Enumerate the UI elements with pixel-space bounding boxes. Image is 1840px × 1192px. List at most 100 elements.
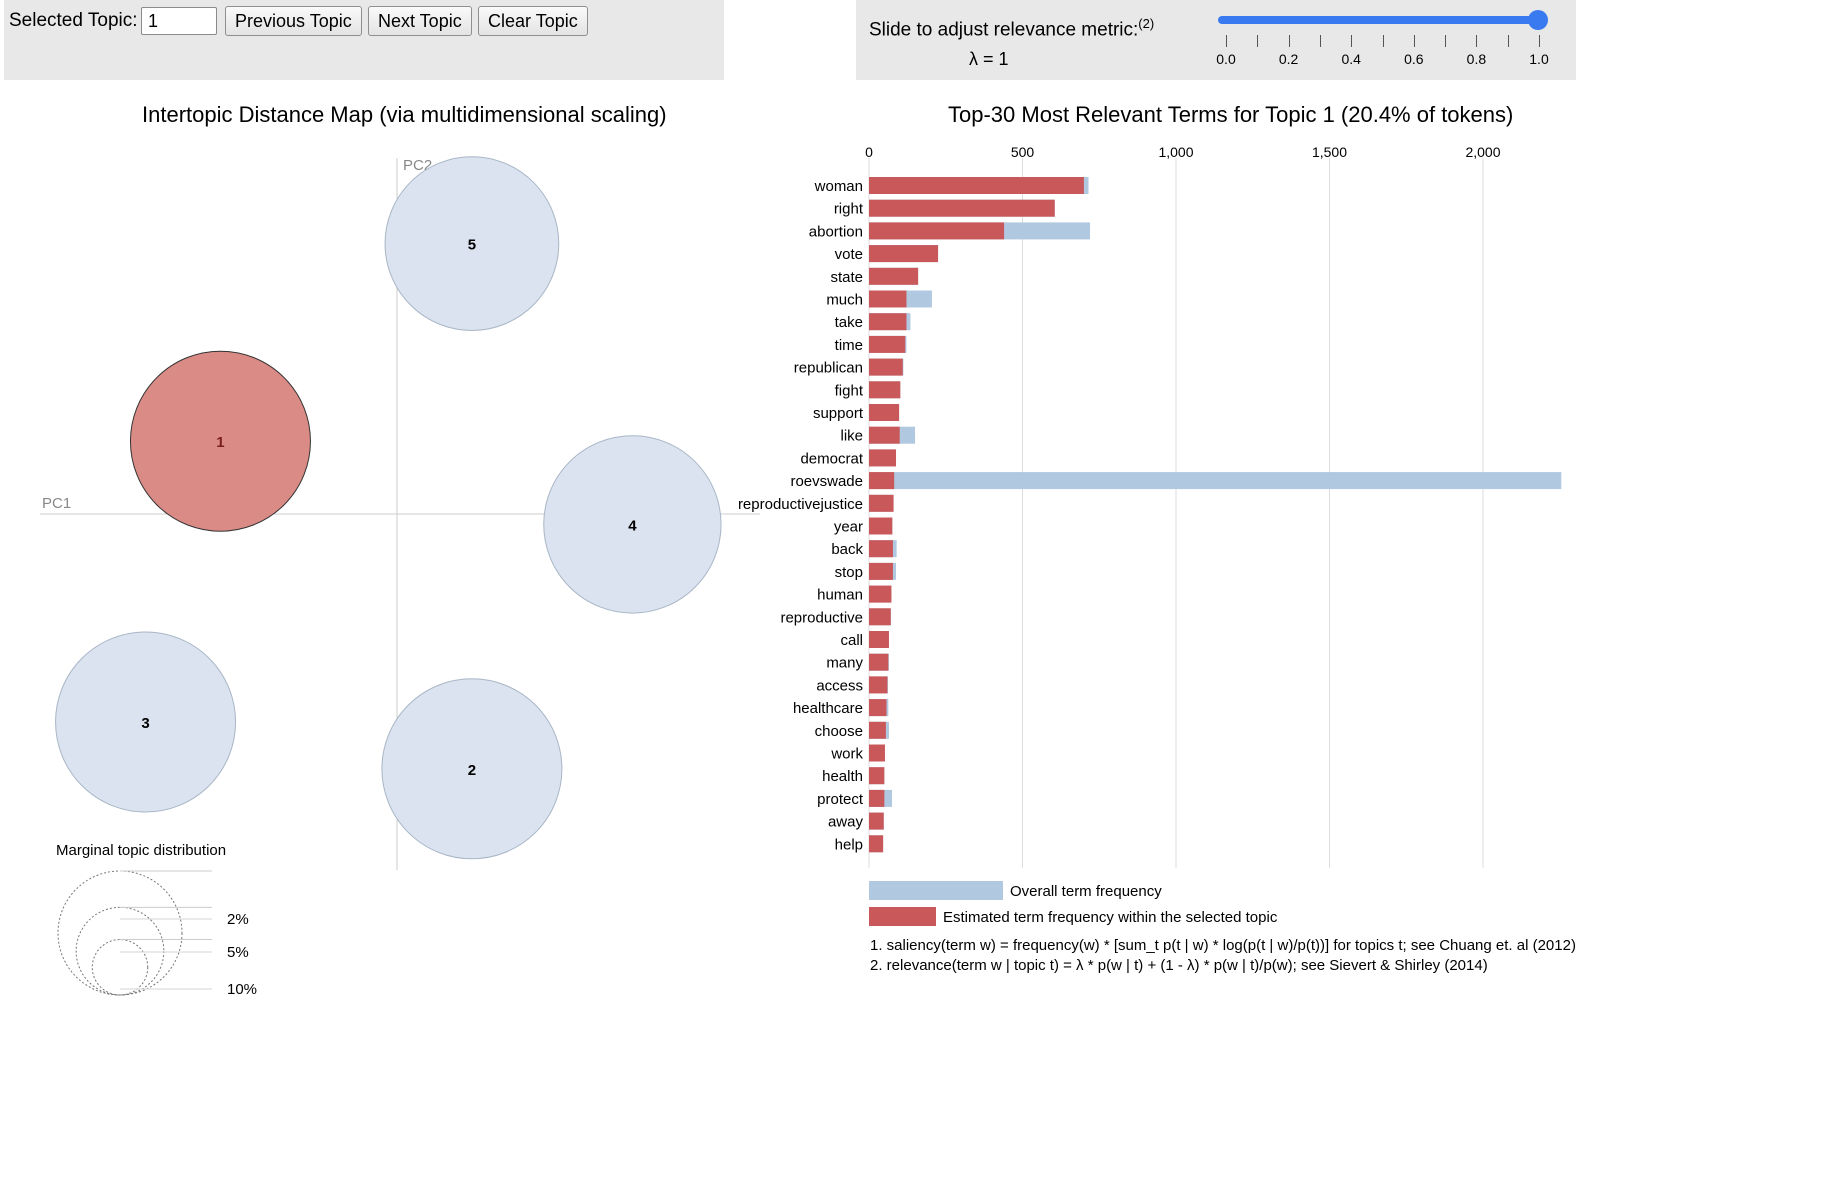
intertopic-map-title: Intertopic Distance Map (via multidimens…: [142, 102, 667, 127]
slider-tick: [1351, 35, 1353, 47]
slider-tick: [1226, 35, 1227, 47]
topic-bar-health: [869, 767, 885, 785]
term-label-many: many: [826, 655, 863, 672]
topic-bar-help: [869, 835, 884, 853]
topic-bubble-label-1: 1: [216, 434, 224, 451]
term-label-reproductive: reproductive: [780, 609, 863, 626]
topic-bubble-3: [55, 631, 237, 813]
slider-tick: [1476, 35, 1478, 47]
term-label-state: state: [830, 269, 863, 286]
topic-bar-human: [869, 585, 892, 603]
topic-bar-like: [869, 426, 900, 444]
topic-bubble-4: [543, 435, 722, 614]
term-label-healthcare: healthcare: [793, 700, 863, 717]
term-label-reproductivejustice: reproductivejustice: [738, 496, 863, 513]
x-tick-label: 1,000: [1158, 144, 1193, 160]
relevance-slider-label-text: Slide to adjust relevance metric:: [869, 19, 1139, 41]
slider-tick-label: 0.2: [1278, 51, 1299, 67]
slider-tick: [1413, 35, 1415, 47]
term-label-abortion: abortion: [809, 223, 863, 240]
term-label-stop: stop: [835, 564, 863, 581]
topic-bar-access: [869, 676, 888, 694]
term-label-year: year: [834, 519, 863, 536]
topic-bubble-label-2: 2: [468, 762, 476, 779]
topic-bar-reproductivejustice: [869, 494, 894, 512]
topic-bar-republican: [869, 358, 903, 376]
slider-tick: [1257, 35, 1259, 47]
term-label-choose: choose: [815, 723, 863, 740]
marginal-distribution-title: Marginal topic distribution: [56, 842, 226, 859]
topic-bubble-label-4: 4: [628, 517, 637, 534]
term-label-fight: fight: [835, 382, 864, 399]
previous-topic-button[interactable]: Previous Topic: [225, 6, 362, 36]
topic-bubble-label-3: 3: [141, 715, 149, 732]
marginal-circle-2: [91, 939, 149, 996]
topic-bar-back: [869, 540, 893, 558]
term-label-republican: republican: [794, 360, 863, 377]
selected-topic-input[interactable]: [141, 7, 217, 35]
term-label-protect: protect: [817, 791, 864, 808]
term-label-woman: woman: [814, 178, 863, 195]
topic-bar-away: [869, 812, 884, 830]
slider-tick: [1539, 35, 1540, 47]
topic-bar-reproductive: [869, 608, 891, 626]
slider-tick-label: 0.0: [1216, 51, 1236, 67]
term-label-vote: vote: [835, 246, 863, 263]
topic-bar-call: [869, 631, 889, 648]
topic-bar-year: [869, 517, 893, 535]
topic-bubble-label-5: 5: [468, 237, 476, 254]
slider-tick: [1382, 35, 1384, 47]
topic-bar-much: [869, 290, 907, 308]
term-label-take: take: [835, 314, 863, 331]
term-label-access: access: [816, 677, 863, 694]
next-topic-button[interactable]: Next Topic: [368, 6, 472, 36]
marginal-label-10: 10%: [227, 981, 257, 998]
topic-bar-time: [869, 335, 906, 353]
x-tick-label: 500: [1011, 144, 1035, 160]
term-label-back: back: [831, 541, 863, 558]
topic-bar-work: [869, 744, 885, 762]
x-tick-label: 1,500: [1312, 144, 1347, 160]
x-tick-label: 0: [865, 144, 873, 160]
term-label-like: like: [840, 428, 863, 445]
footnote-relevance: 2. relevance(term w | topic t) = λ * p(w…: [870, 957, 1488, 974]
topic-bubble-1: [129, 350, 311, 532]
topic-bar-democrat: [869, 449, 897, 467]
marginal-circle-10: [57, 870, 183, 996]
term-label-human: human: [817, 587, 863, 604]
term-label-support: support: [813, 405, 864, 422]
legend-overall-label: Overall term frequency: [1010, 883, 1162, 900]
slider-tick-label: 0.4: [1341, 51, 1361, 67]
term-label-work: work: [830, 746, 863, 763]
topic-bar-abortion: [869, 222, 1005, 240]
topic-bubble-5: [384, 156, 560, 331]
relevance-slider-thumb[interactable]: [1528, 10, 1548, 30]
slider-tick: [1507, 35, 1509, 47]
slider-tick-label: 0.8: [1466, 51, 1487, 67]
topic-bar-roevswade: [869, 472, 895, 490]
topic-bar-protect: [869, 789, 885, 807]
slider-tick-label: 1.0: [1529, 51, 1549, 67]
marginal-label-5: 5%: [227, 944, 249, 961]
term-label-call: call: [840, 632, 863, 649]
footnote-saliency: 1. saliency(term w) = frequency(w) * [su…: [870, 937, 1576, 954]
slider-tick: [1445, 35, 1447, 47]
topic-bar-many: [869, 653, 889, 671]
slider-footnote-marker: (2): [1138, 16, 1155, 31]
relevant-terms-title: Top-30 Most Relevant Terms for Topic 1 (…: [948, 102, 1514, 127]
term-label-time: time: [835, 337, 863, 354]
term-label-help: help: [835, 836, 863, 853]
pc2-label: PC2: [403, 157, 432, 174]
term-label-much: much: [826, 292, 863, 309]
slider-tick-label: 0.6: [1404, 51, 1424, 67]
topic-bar-right: [869, 199, 1055, 217]
term-label-roevswade: roevswade: [790, 473, 863, 490]
topic-bubble-2: [381, 678, 563, 860]
topic-bar-healthcare: [869, 699, 887, 717]
topic-bar-woman: [869, 177, 1084, 194]
relevance-slider-track[interactable]: [1218, 16, 1538, 24]
intertopic-distance-map: PC1 PC2 2 3 4 5 1 Marginal topic distribution 2%…: [40, 156, 760, 998]
clear-topic-button[interactable]: Clear Topic: [478, 6, 588, 36]
slider-tick: [1288, 35, 1290, 47]
pc1-label: PC1: [42, 495, 71, 512]
